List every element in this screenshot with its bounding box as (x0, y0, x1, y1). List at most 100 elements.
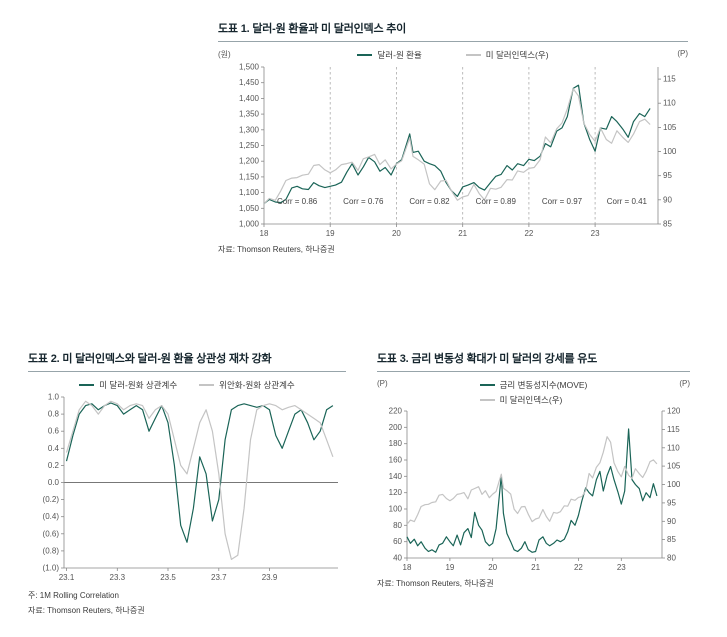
chart3-legend: 금리 변동성지수(MOVE) 미 달러인덱스(우) (479, 379, 588, 406)
legend-item-usdkrw: 달러-원 환율 (357, 49, 422, 61)
svg-text:40: 40 (393, 554, 402, 563)
svg-text:90: 90 (663, 195, 672, 204)
chart2-plot: 1.0 0.8 0.6 0.4 0.2 0.0 (0.2) (0.4) (0.6) (0.8) (1… (43, 393, 338, 582)
svg-text:23: 23 (591, 229, 600, 238)
legend-label: 달러-원 환율 (377, 50, 422, 60)
chart3-panel: 도표 3. 금리 변동성 확대가 미 달러의 강세를 유도 (P) 금리 변동성… (377, 350, 690, 589)
svg-text:23.5: 23.5 (160, 573, 176, 582)
legend-label: 위안화-원화 상관계수 (219, 380, 295, 390)
svg-text:80: 80 (393, 521, 402, 530)
svg-text:100: 100 (667, 480, 681, 489)
svg-text:(0.6): (0.6) (43, 529, 60, 538)
svg-text:1.0: 1.0 (48, 393, 60, 402)
chart3-plot: 40 60 80 100 120 140 160 180 200 220 80 85 90 95 100 10… (389, 407, 681, 573)
svg-text:22: 22 (524, 229, 533, 238)
svg-text:140: 140 (389, 472, 403, 481)
legend-item-dxy: 미 달러인덱스(우) (465, 49, 549, 61)
svg-text:21: 21 (531, 563, 540, 572)
chart1-source: 자료: Thomson Reuters, 하나증권 (218, 245, 335, 254)
svg-text:115: 115 (663, 75, 676, 84)
chart1-panel: 도표 1. 달러-원 환율과 미 달러인덱스 추이 (원) 달러-원 환율 미 … (218, 20, 688, 255)
svg-text:1,250: 1,250 (239, 141, 260, 150)
chart3-legend-center: 금리 변동성지수(MOVE) 미 달러인덱스(우) (403, 379, 664, 406)
svg-text:200: 200 (389, 423, 403, 432)
svg-text:23: 23 (617, 563, 626, 572)
svg-text:Corr = 0.86: Corr = 0.86 (277, 197, 318, 206)
svg-text:20: 20 (392, 229, 401, 238)
series-line-swatch (465, 54, 481, 56)
svg-text:19: 19 (445, 563, 454, 572)
svg-text:1,400: 1,400 (239, 94, 260, 103)
svg-text:(1.0): (1.0) (43, 564, 60, 573)
svg-text:(0.4): (0.4) (43, 512, 60, 521)
svg-text:0.0: 0.0 (48, 478, 60, 487)
svg-text:(0.2): (0.2) (43, 495, 60, 504)
svg-text:21: 21 (458, 229, 467, 238)
svg-text:23.3: 23.3 (110, 573, 126, 582)
chart1-plot: 1,000 1,050 1,100 1,150 1,200 1,250 1,300 1,350… (239, 63, 677, 239)
svg-text:23.1: 23.1 (59, 573, 75, 582)
svg-text:95: 95 (667, 498, 676, 507)
legend-label: 금리 변동성지수(MOVE) (499, 380, 588, 390)
svg-text:Corr = 0.41: Corr = 0.41 (607, 197, 648, 206)
svg-text:19: 19 (326, 229, 335, 238)
svg-text:120: 120 (389, 488, 403, 497)
legend-item-dxy: 미 달러인덱스(우) (479, 394, 563, 406)
legend-item-move: 금리 변동성지수(MOVE) (479, 379, 588, 391)
series-line-swatch (199, 384, 215, 386)
svg-text:1,100: 1,100 (239, 188, 260, 197)
svg-text:105: 105 (663, 123, 677, 132)
chart3-source: 자료: Thomson Reuters, 하나증권 (377, 579, 494, 588)
svg-text:(0.8): (0.8) (43, 546, 60, 555)
chart3-unit-left: (P) (377, 379, 388, 388)
svg-text:Corr = 0.82: Corr = 0.82 (409, 197, 450, 206)
svg-text:0.2: 0.2 (48, 461, 60, 470)
svg-text:0.8: 0.8 (48, 410, 60, 419)
series-line-swatch (479, 384, 495, 386)
chart2-legend: 미 달러-원화 상관계수 위안화-원화 상관계수 (79, 379, 295, 391)
svg-text:110: 110 (663, 99, 676, 108)
series-line-swatch (79, 384, 95, 386)
svg-text:1,000: 1,000 (239, 220, 260, 229)
svg-text:85: 85 (667, 535, 676, 544)
svg-text:1,500: 1,500 (239, 63, 260, 72)
legend-item-usd-krw-corr: 미 달러-원화 상관계수 (79, 379, 177, 391)
svg-text:Corr = 0.89: Corr = 0.89 (476, 197, 517, 206)
svg-text:115: 115 (667, 425, 680, 434)
svg-text:20: 20 (488, 563, 497, 572)
svg-text:105: 105 (667, 462, 681, 471)
chart2-title: 도표 2. 미 달러인덱스와 달러-원 환율 상관성 재차 강화 (28, 350, 346, 372)
svg-text:180: 180 (389, 439, 403, 448)
series-line-swatch (479, 399, 495, 401)
svg-text:160: 160 (389, 456, 403, 465)
svg-text:220: 220 (389, 407, 403, 416)
legend-item-cny-krw-corr: 위안화-원화 상관계수 (199, 379, 295, 391)
svg-text:1,150: 1,150 (239, 172, 260, 181)
svg-text:23.9: 23.9 (262, 573, 278, 582)
chart2-note: 주: 1M Rolling Correlation (28, 591, 119, 600)
chart3-title: 도표 3. 금리 변동성 확대가 미 달러의 강세를 유도 (377, 350, 690, 372)
svg-text:100: 100 (663, 147, 677, 156)
svg-text:110: 110 (667, 443, 680, 452)
svg-text:22: 22 (574, 563, 583, 572)
svg-text:1,200: 1,200 (239, 157, 260, 166)
series-line-swatch (357, 54, 373, 56)
chart2-legend-row: 미 달러-원화 상관계수 위안화-원화 상관계수 (28, 379, 346, 392)
svg-text:18: 18 (403, 563, 412, 572)
svg-text:90: 90 (667, 517, 676, 526)
svg-text:23.7: 23.7 (211, 573, 227, 582)
svg-text:18: 18 (260, 229, 269, 238)
svg-text:85: 85 (663, 220, 672, 229)
chart1-legend-row: (원) 달러-원 환율 미 달러인덱스(우) (P) (218, 49, 688, 62)
chart2-source: 자료: Thomson Reuters, 하나증권 (28, 606, 145, 615)
svg-text:120: 120 (667, 407, 681, 416)
chart1-unit-left: (원) (218, 50, 231, 59)
svg-text:1,050: 1,050 (239, 204, 260, 213)
chart2-panel: 도표 2. 미 달러인덱스와 달러-원 환율 상관성 재차 강화 미 달러-원화… (28, 350, 346, 616)
svg-text:1,350: 1,350 (239, 110, 260, 119)
chart1-title: 도표 1. 달러-원 환율과 미 달러인덱스 추이 (218, 20, 688, 42)
svg-text:0.4: 0.4 (48, 444, 60, 453)
legend-label: 미 달러인덱스(우) (499, 395, 563, 405)
chart3-unit-right: (P) (679, 379, 690, 388)
svg-text:95: 95 (663, 171, 672, 180)
